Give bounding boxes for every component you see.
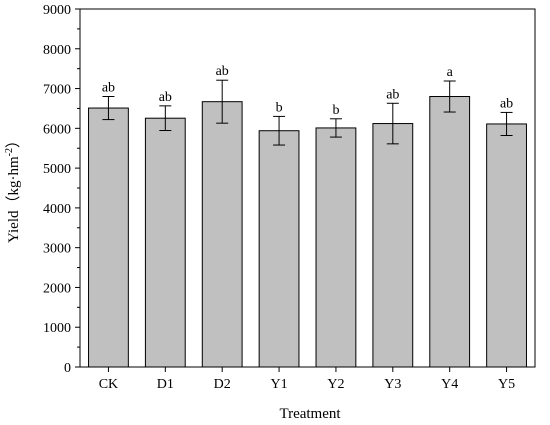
x-tick-label: CK xyxy=(99,377,118,392)
x-tick-label: D1 xyxy=(157,377,174,392)
y-tick-label: 8000 xyxy=(43,43,71,58)
bar xyxy=(429,96,471,368)
y-tick-label: 2000 xyxy=(43,281,71,296)
bar xyxy=(372,123,414,368)
bar xyxy=(201,101,243,368)
y-tick-label: 4000 xyxy=(43,202,71,217)
bar xyxy=(258,130,300,368)
x-tick-label: Y2 xyxy=(327,377,344,392)
bar xyxy=(486,123,527,368)
y-tick-label: 3000 xyxy=(43,242,71,257)
bar-series: ab ab ab b b ab a ab xyxy=(88,64,527,368)
bar xyxy=(144,117,186,368)
significance-label: a xyxy=(447,65,454,80)
y-tick-label: 1000 xyxy=(43,321,71,336)
significance-label: ab xyxy=(216,64,229,79)
x-tick-label: Y3 xyxy=(384,377,401,392)
significance-label: ab xyxy=(159,90,172,105)
significance-label: ab xyxy=(386,87,399,102)
y-tick-label: 7000 xyxy=(43,83,71,98)
y-axis-title-superscript: -2 xyxy=(4,148,15,156)
significance-label: ab xyxy=(102,81,115,96)
y-tick-label: 9000 xyxy=(43,3,71,18)
y-tick-label: 6000 xyxy=(43,122,71,137)
chart-axes: 0 1000 2000 3000 4000 5000 6000 7000 8000 9000 CK D… xyxy=(43,3,536,392)
bar xyxy=(315,127,357,368)
bar xyxy=(88,107,129,368)
y-axis-title: Yield（kg·hm-2） xyxy=(4,133,22,243)
y-tick-label: 5000 xyxy=(43,162,71,177)
x-tick-label: Y5 xyxy=(498,377,515,392)
significance-label: ab xyxy=(500,96,513,111)
significance-label: b xyxy=(276,100,283,115)
x-axis-title: Treatment xyxy=(279,406,341,422)
x-tick-label: Y4 xyxy=(441,377,458,392)
significance-label: b xyxy=(332,103,339,118)
x-tick-label: D2 xyxy=(214,377,231,392)
y-tick-label: 0 xyxy=(64,361,71,376)
x-tick-label: Y1 xyxy=(271,377,288,392)
